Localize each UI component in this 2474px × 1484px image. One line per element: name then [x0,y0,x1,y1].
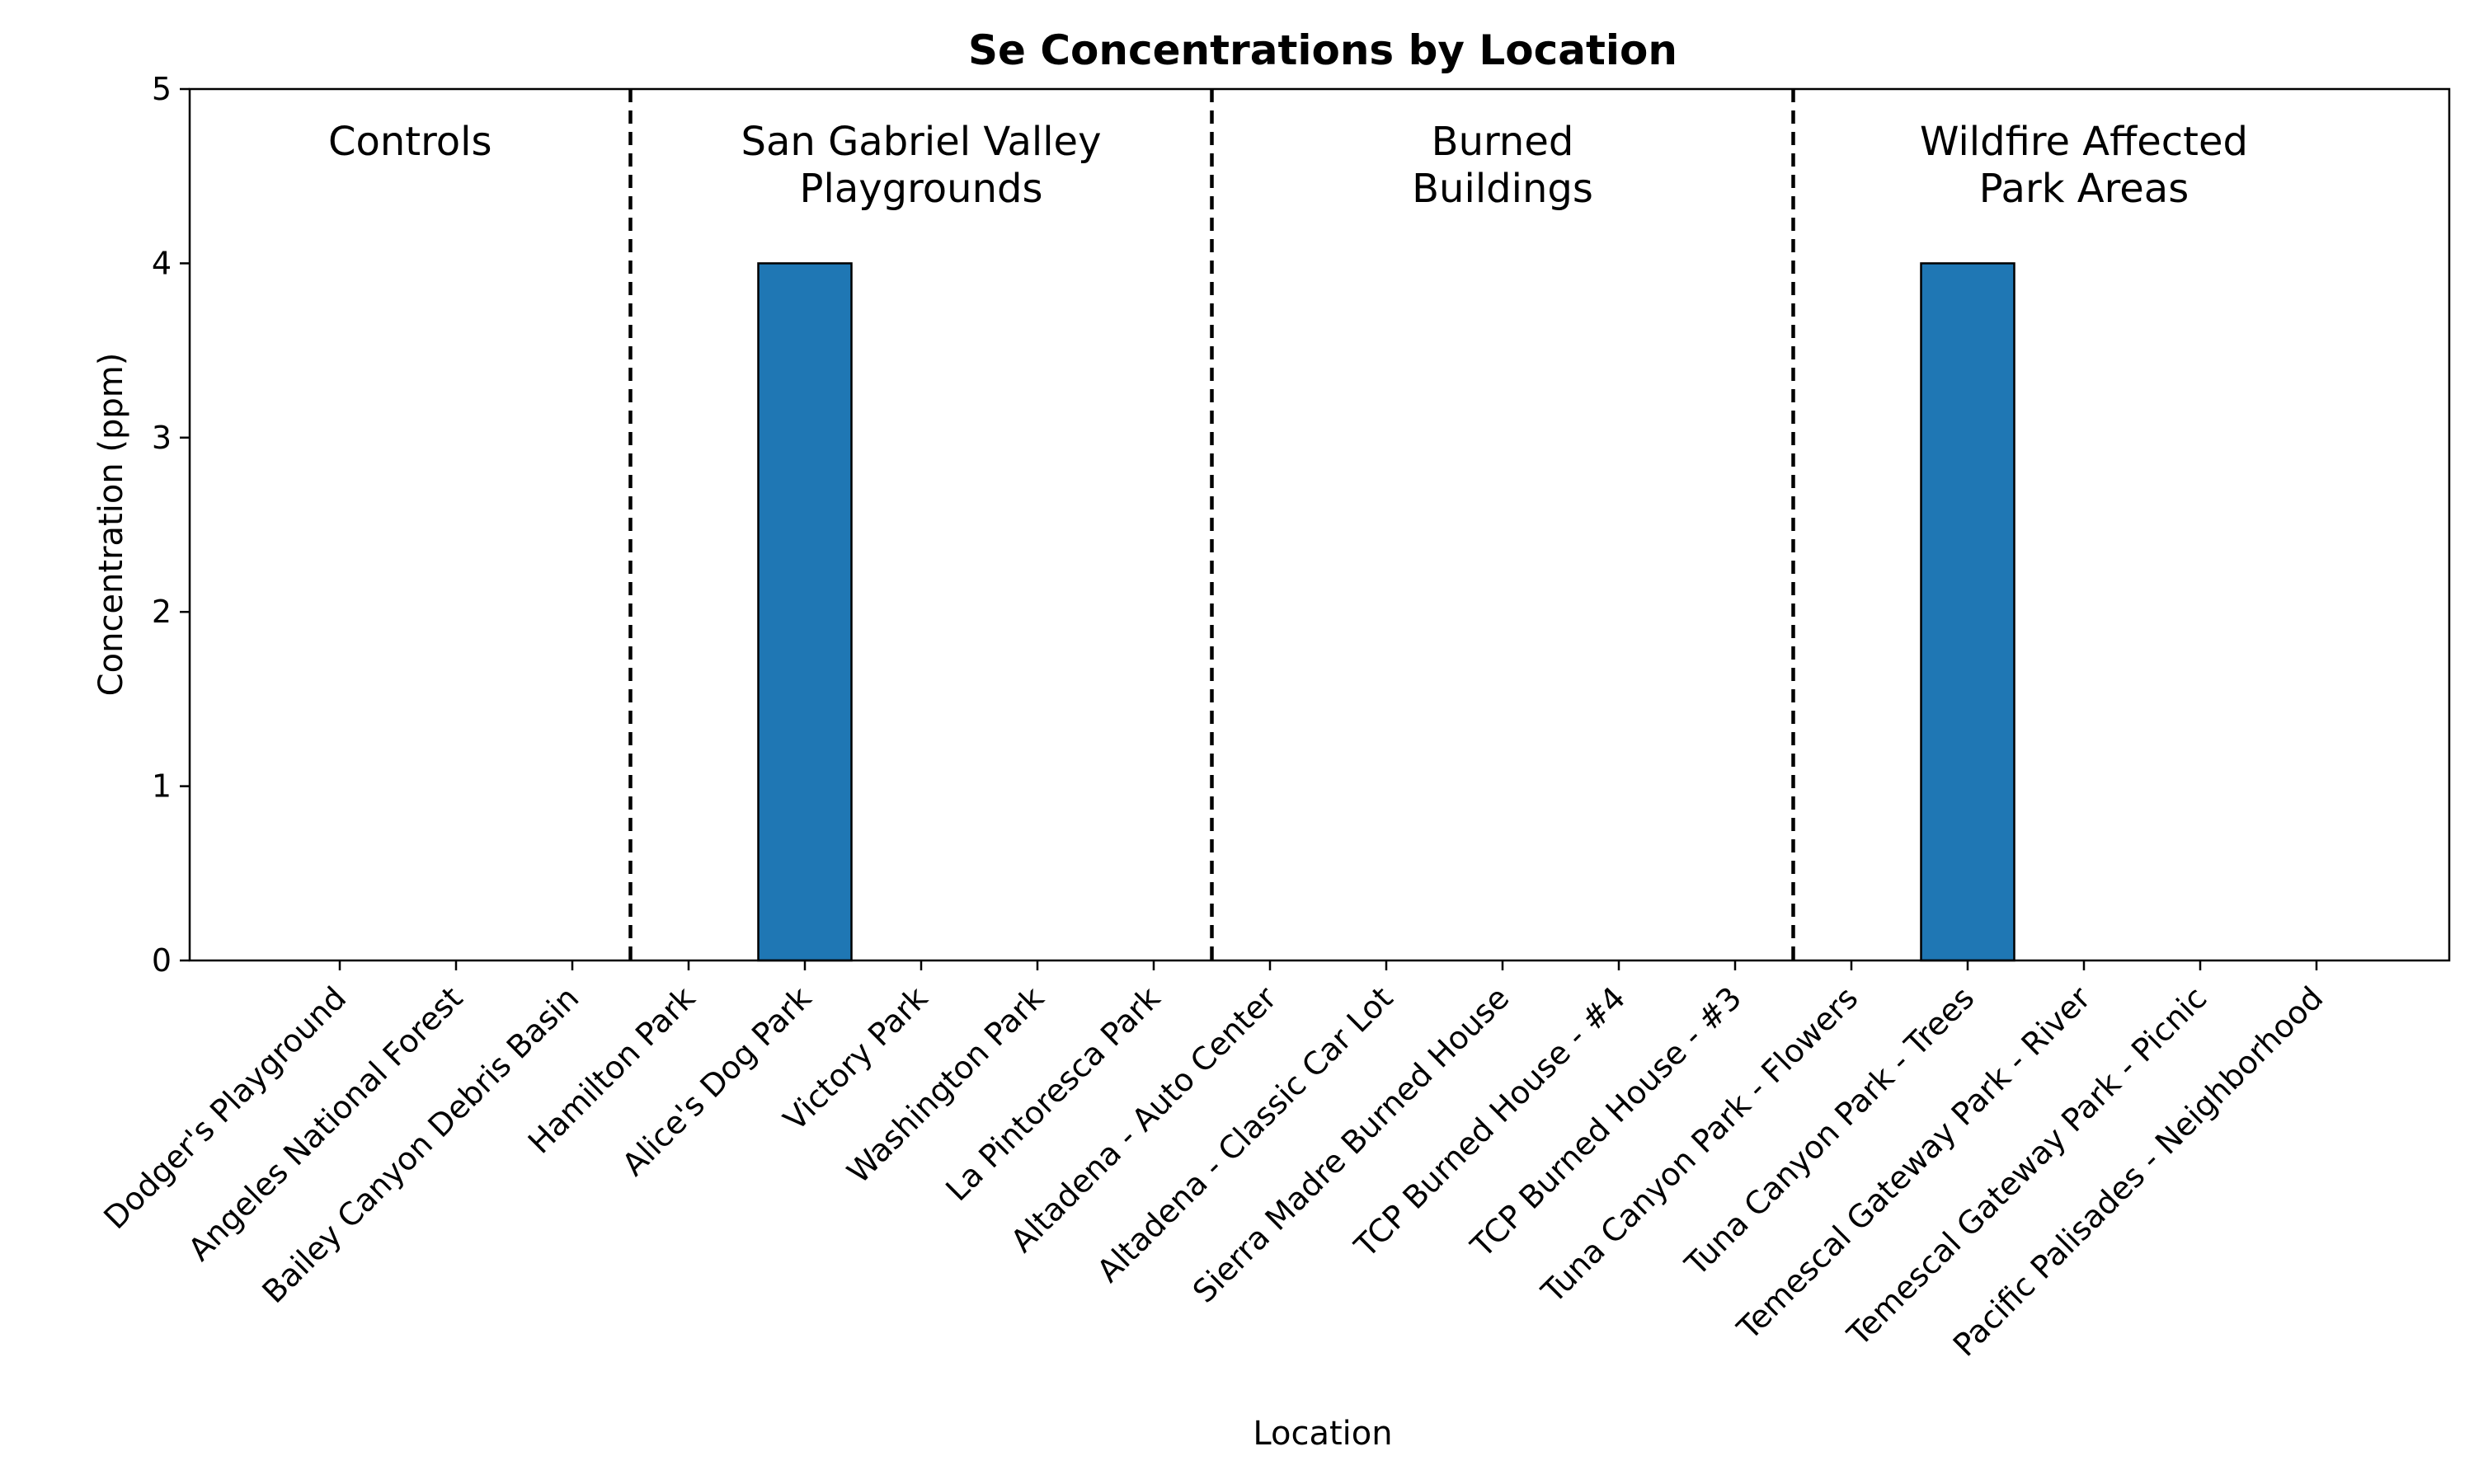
plot-frame [188,87,2451,962]
x-axis-label: Location [1253,1415,1392,1453]
y-tick-label: 5 [152,71,172,107]
y-tick-label: 3 [152,420,172,456]
chart-title: Se Concentrations by Location [968,26,1677,74]
y-tick-label: 2 [152,594,172,630]
y-tick-label: 4 [152,245,172,281]
bar [1920,262,2015,962]
group-label: Controls [328,119,492,165]
y-tick-label: 1 [152,768,172,805]
y-axis-label: Concentration (ppm) [92,353,130,697]
group-label: San Gabriel Valley Playgrounds [741,119,1102,212]
group-label: Burned Buildings [1412,119,1593,212]
group-label: Wildfire Affected Park Areas [1920,119,2248,212]
y-tick-label: 0 [152,942,172,979]
bar [757,262,853,962]
